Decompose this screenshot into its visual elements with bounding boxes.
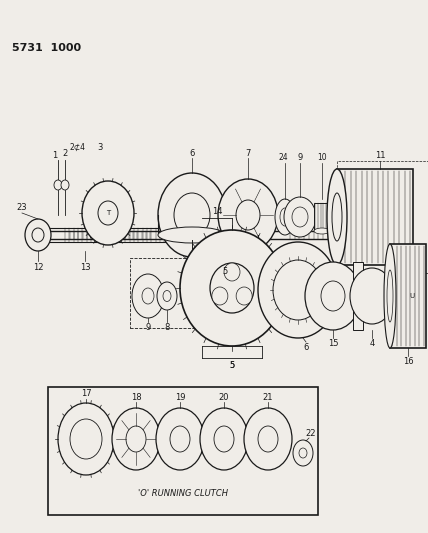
Text: 10: 10 — [317, 152, 327, 161]
Ellipse shape — [61, 180, 69, 190]
Ellipse shape — [82, 181, 134, 245]
Text: 15: 15 — [328, 340, 338, 349]
Ellipse shape — [25, 219, 51, 251]
Ellipse shape — [214, 426, 234, 452]
Ellipse shape — [293, 440, 313, 466]
Ellipse shape — [54, 180, 62, 190]
Ellipse shape — [332, 193, 342, 241]
Ellipse shape — [327, 169, 347, 265]
Bar — [130, 258, 220, 328]
Ellipse shape — [273, 260, 323, 320]
Ellipse shape — [142, 288, 154, 304]
Ellipse shape — [244, 408, 292, 470]
Ellipse shape — [156, 408, 204, 470]
Ellipse shape — [384, 244, 396, 348]
Bar — [353, 262, 363, 330]
Text: 7: 7 — [245, 149, 251, 157]
Text: 3: 3 — [97, 142, 103, 151]
Ellipse shape — [275, 199, 295, 235]
Text: 1: 1 — [52, 150, 58, 159]
Text: 5: 5 — [223, 266, 228, 276]
Ellipse shape — [350, 268, 394, 324]
Text: T: T — [106, 210, 110, 216]
Bar — [48, 387, 318, 515]
Ellipse shape — [258, 242, 338, 338]
Text: 14: 14 — [212, 207, 222, 216]
Ellipse shape — [280, 208, 290, 226]
Ellipse shape — [163, 290, 171, 302]
Text: 5: 5 — [229, 361, 235, 370]
Ellipse shape — [98, 201, 118, 225]
Bar — [337, 161, 428, 273]
Text: 13: 13 — [80, 262, 90, 271]
Text: 17: 17 — [81, 389, 91, 398]
Ellipse shape — [236, 200, 260, 230]
Ellipse shape — [212, 287, 228, 305]
Text: 16: 16 — [403, 358, 413, 367]
Text: 'O' RUNNING CLUTCH: 'O' RUNNING CLUTCH — [138, 489, 228, 497]
Ellipse shape — [70, 419, 102, 459]
Text: 21: 21 — [263, 392, 273, 401]
Ellipse shape — [258, 426, 278, 452]
Text: 6: 6 — [189, 149, 195, 157]
Ellipse shape — [224, 263, 240, 281]
Ellipse shape — [32, 228, 44, 242]
Ellipse shape — [126, 426, 146, 452]
Ellipse shape — [218, 179, 278, 251]
Ellipse shape — [132, 274, 164, 318]
Text: 24: 24 — [278, 152, 288, 161]
Text: 11: 11 — [375, 150, 385, 159]
Ellipse shape — [284, 197, 316, 237]
Text: 4: 4 — [369, 340, 374, 349]
Ellipse shape — [58, 403, 114, 475]
Text: 9: 9 — [297, 152, 303, 161]
Text: 9: 9 — [146, 324, 151, 333]
Text: 19: 19 — [175, 392, 185, 401]
Bar — [337, 169, 413, 265]
Ellipse shape — [292, 207, 308, 227]
Ellipse shape — [236, 287, 252, 305]
Text: 18: 18 — [131, 392, 141, 401]
Ellipse shape — [174, 193, 210, 237]
Bar — [90, 197, 98, 237]
Text: 8: 8 — [164, 324, 169, 333]
Bar — [390, 244, 426, 348]
Text: 2: 2 — [62, 149, 68, 157]
Text: 20: 20 — [219, 392, 229, 401]
Bar — [314, 203, 330, 231]
Ellipse shape — [112, 408, 160, 470]
Ellipse shape — [387, 270, 393, 322]
Ellipse shape — [170, 426, 190, 452]
Ellipse shape — [158, 227, 226, 243]
Ellipse shape — [305, 262, 361, 330]
Text: 12: 12 — [33, 262, 43, 271]
Ellipse shape — [180, 230, 284, 346]
Ellipse shape — [158, 173, 226, 257]
Ellipse shape — [157, 282, 177, 310]
Ellipse shape — [314, 228, 330, 234]
Ellipse shape — [299, 448, 307, 458]
Text: U: U — [410, 293, 415, 299]
Text: 2⊄4: 2⊄4 — [70, 142, 86, 151]
Text: 23: 23 — [17, 203, 27, 212]
Text: 22: 22 — [306, 429, 316, 438]
Ellipse shape — [210, 263, 254, 313]
Text: 5: 5 — [229, 361, 235, 370]
Ellipse shape — [200, 408, 248, 470]
Text: 5731  1000: 5731 1000 — [12, 43, 81, 53]
Ellipse shape — [321, 281, 345, 311]
Text: 6: 6 — [303, 343, 309, 352]
